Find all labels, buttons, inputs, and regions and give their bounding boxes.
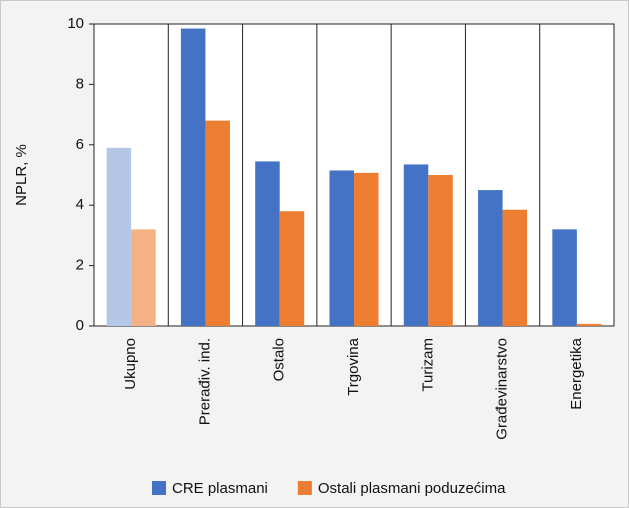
bar xyxy=(478,190,503,326)
bar xyxy=(131,229,156,326)
bar xyxy=(279,211,305,326)
legend-label: Ostali plasmani poduzećima xyxy=(318,480,506,497)
y-axis-label: NPLR, % xyxy=(13,144,30,206)
x-tick-label: Ostalo xyxy=(271,338,288,381)
bar xyxy=(180,28,206,327)
legend-swatch xyxy=(297,481,312,495)
x-tick-label: Građevinarstvo xyxy=(494,338,511,440)
y-tick-label: 10 xyxy=(67,15,84,32)
legend-swatch xyxy=(152,481,166,495)
bar xyxy=(205,120,230,326)
bar xyxy=(403,164,429,326)
x-tick-label: Turizam xyxy=(419,338,436,392)
y-tick-label: 0 xyxy=(76,317,84,334)
x-tick-label: Trgovina xyxy=(345,337,362,395)
bar xyxy=(576,323,602,326)
bar xyxy=(106,147,132,326)
y-tick-label: 8 xyxy=(76,75,84,92)
bar xyxy=(552,229,577,326)
y-tick-label: 4 xyxy=(76,196,84,213)
x-tick-label: Ukupno xyxy=(122,338,139,390)
bar xyxy=(502,209,528,326)
x-tick-label: Prerađiv. ind. xyxy=(196,338,213,425)
bar xyxy=(354,172,379,326)
bar xyxy=(329,170,354,326)
y-tick-label: 2 xyxy=(76,257,84,274)
bar xyxy=(428,175,453,326)
legend-label: CRE plasmani xyxy=(172,480,268,497)
x-tick-label: Energetika xyxy=(568,337,585,409)
y-tick-label: 6 xyxy=(76,136,84,153)
bar xyxy=(255,161,280,326)
